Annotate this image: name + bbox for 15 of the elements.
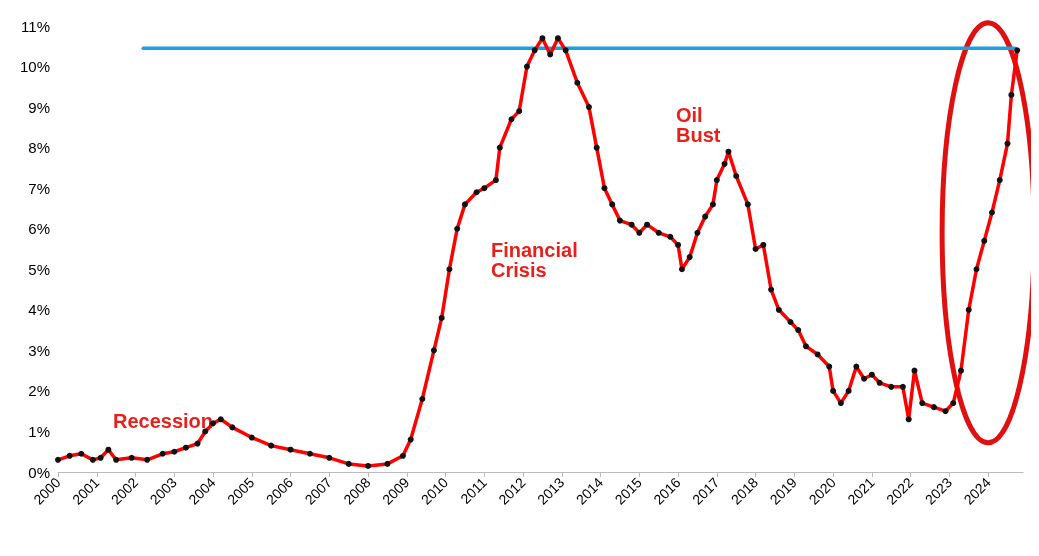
annotation: Oil Bust <box>676 104 721 146</box>
y-tick-label: 7% <box>28 179 50 197</box>
y-tick-label: 4% <box>28 301 50 319</box>
y-tick-label: 3% <box>28 341 50 359</box>
y-tick-label: 8% <box>28 139 50 157</box>
y-tick-label: 11% <box>21 17 50 35</box>
y-tick-label: 9% <box>28 98 50 116</box>
y-tick-label: 5% <box>28 260 50 278</box>
annotation: Financial Crisis <box>491 239 578 281</box>
y-tick-label: 6% <box>28 220 50 238</box>
y-tick-label: 1% <box>28 422 50 440</box>
y-tick-label: 2% <box>28 382 50 400</box>
y-tick-label: 10% <box>19 58 50 76</box>
annotation: Recession <box>113 410 214 432</box>
y-tick-label: 0% <box>28 463 50 481</box>
